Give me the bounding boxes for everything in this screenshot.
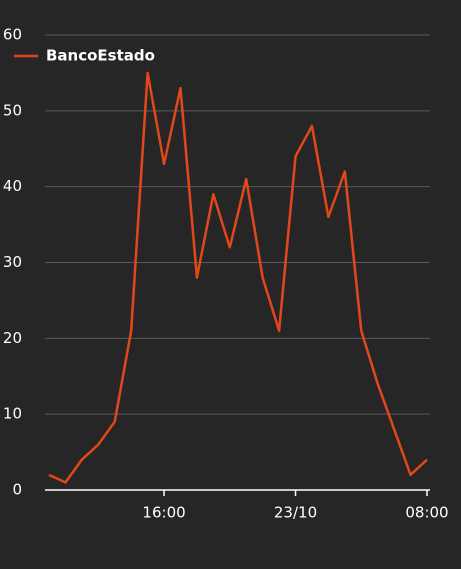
legend-label: BancoEstado [46, 47, 155, 65]
x-tick-label: 23/10 [274, 504, 317, 522]
y-tick-label: 30 [3, 253, 22, 271]
y-tick-label: 10 [3, 405, 22, 423]
line [48, 71, 428, 484]
y-tick-label: 60 [3, 26, 22, 44]
x-tick-label: 08:00 [405, 504, 448, 522]
y-tick-label: 0 [12, 481, 22, 499]
x-tick-label: 16:00 [142, 504, 185, 522]
y-tick-label: 40 [3, 177, 22, 195]
y-tick-label: 50 [3, 101, 22, 119]
y-tick-label: 20 [3, 329, 22, 347]
